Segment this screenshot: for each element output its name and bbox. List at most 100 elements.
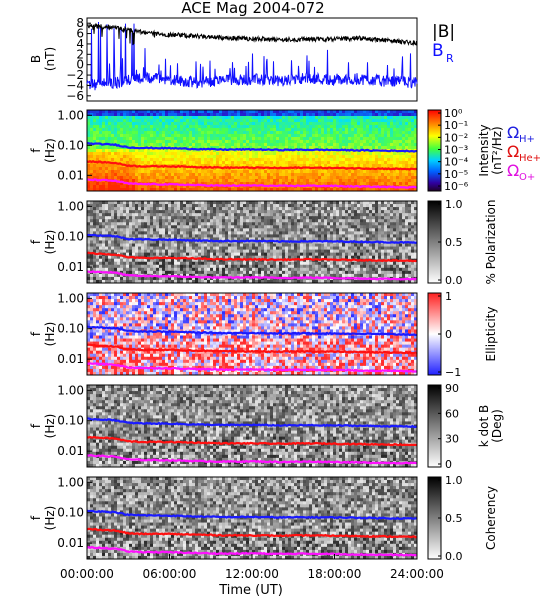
yunit: (Hz) xyxy=(43,138,57,163)
ytick-label: 0.01 xyxy=(57,168,84,182)
panel-intensity: 1.00 0.10 0.01 f (Hz) 10⁰10⁻¹10⁻²10⁻³10⁻⁴10⁻⁵… xyxy=(29,107,504,193)
colorbar-tick-label: 10⁻² xyxy=(444,131,468,144)
yunit: (Hz) xyxy=(43,506,57,531)
gyro-h-line xyxy=(87,142,417,153)
gyro-he-line xyxy=(87,160,417,171)
gyro-o-line xyxy=(87,270,417,281)
colorbar-tick-label: 10⁻¹ xyxy=(444,119,468,132)
colorbar-tick-label: 0.0 xyxy=(445,274,463,287)
colorbar-tick-label: 1.0 xyxy=(445,474,463,487)
colorbar-tick-label: 0 xyxy=(445,328,452,341)
gyro-o-line xyxy=(87,362,417,373)
gyro-h-line xyxy=(87,509,417,520)
panel-kdotb: 1.00 0.10 0.01 f (Hz) 90 60 30 0 k dot B (Deg) xyxy=(29,382,504,471)
ylabel: f xyxy=(29,423,43,428)
colorbar-unit: (nT²/Hz) xyxy=(490,126,504,174)
colorbar-tick-label: 10⁰ xyxy=(444,107,463,120)
colorbar-label: Coherency xyxy=(484,486,498,550)
colorbar-tick-label: 90 xyxy=(445,382,459,395)
b-ytick-label: 0 xyxy=(76,58,84,72)
gyro-he-line xyxy=(87,251,417,263)
yunit: (Hz) xyxy=(43,230,57,255)
legend-b-r-sub: R xyxy=(446,52,454,65)
colorbar-tick-label: 0 xyxy=(445,458,452,471)
legend-omega-o: Ω xyxy=(507,161,519,180)
legend-omega-h: Ω xyxy=(507,123,519,142)
colorbar-tick-label: 10⁻⁵ xyxy=(444,168,468,181)
colorbar-tick-label: 60 xyxy=(445,407,459,420)
gyro-he-line xyxy=(87,435,417,447)
ylabel: f xyxy=(29,331,43,336)
colorbar-bar xyxy=(427,109,442,192)
panel-frame xyxy=(86,200,418,284)
panel-frame xyxy=(86,292,418,376)
colorbar-label: % Polarization xyxy=(484,200,498,285)
gyro-o-line xyxy=(87,545,417,557)
b-ytick-label: 6 xyxy=(76,27,84,41)
panel-frame xyxy=(86,109,418,192)
b-ytick-label: −2 xyxy=(66,68,84,82)
xtick-label: 00:00:00 xyxy=(60,567,114,581)
colorbar-label: k dot B xyxy=(477,405,491,447)
colorbar-tick-label: 30 xyxy=(445,433,459,446)
xtick-label: 24:00:00 xyxy=(390,567,444,581)
gyro-he-line xyxy=(87,527,417,539)
legend-b: |B|B R xyxy=(432,22,455,65)
x-axis: 00:00:00 06:00:00 12:00:00 18:00:00 24:00:00 xyxy=(60,554,444,581)
panel-frame xyxy=(86,384,418,468)
colorbar-ellipticity: 1 0 −1 Ellipticity xyxy=(427,290,498,379)
xtick-label: 06:00:00 xyxy=(143,567,197,581)
b-ytick-label: 4 xyxy=(76,37,84,51)
gyro-he-line xyxy=(87,343,417,355)
ytick-label: 0.01 xyxy=(57,444,84,458)
x-axis-label: Time (UT) xyxy=(218,583,283,598)
spectrogram-intensity xyxy=(87,110,417,191)
ylabel: f xyxy=(29,148,43,153)
panel-polarization: 1.00 0.10 0.01 f (Hz) 1.0 0.5 0.0 % Polarization xyxy=(29,198,498,287)
ytick-label: 1.00 xyxy=(57,108,84,122)
b-ytick-label: 2 xyxy=(76,47,84,61)
colorbar-coherency: 1.0 0.5 0.0 Coherency xyxy=(427,474,498,563)
spectrogram-polarization xyxy=(87,201,417,283)
colorbar-tick-label: 10⁻⁴ xyxy=(444,156,469,169)
colorbar-tick-label: 1 xyxy=(445,290,452,303)
legend-gyro: Ω H+Ω He+Ω O+ xyxy=(507,123,541,183)
series-b-r xyxy=(86,21,418,91)
legend-omega-he: Ω xyxy=(507,142,519,161)
ytick-label: 0.01 xyxy=(57,536,84,550)
b-ytick-label: −6 xyxy=(66,89,84,103)
ylabel: f xyxy=(29,239,43,244)
gyro-o-line xyxy=(87,178,417,189)
colorbar-unit: (Deg) xyxy=(490,409,504,443)
ytick-label: 1.00 xyxy=(57,475,84,489)
ytick-label: 1.00 xyxy=(57,199,84,213)
yunit: (Hz) xyxy=(43,322,57,347)
colorbar-label: Intensity xyxy=(477,124,491,176)
colorbar-polarization: 1.0 0.5 0.0 % Polarization xyxy=(427,198,498,287)
legend-omega-h-sub: H+ xyxy=(519,134,535,145)
ytick-label: 1.00 xyxy=(57,291,84,305)
colorbar-tick-label: 10⁻⁶ xyxy=(444,180,469,193)
legend-omega-o-sub: O+ xyxy=(519,172,535,183)
spectrogram-ellipticity xyxy=(87,293,417,375)
gyro-o-line xyxy=(87,454,417,465)
gyro-h-line xyxy=(87,325,417,337)
gyro-h-line xyxy=(87,233,417,245)
colorbar-tick-label: 0.5 xyxy=(445,236,463,249)
colorbar-tick-label: 0.5 xyxy=(445,512,463,525)
ytick-label: 0.01 xyxy=(57,352,84,366)
ytick-label: 0.10 xyxy=(57,230,84,244)
yunit: (Hz) xyxy=(43,414,57,439)
ytick-label: 1.00 xyxy=(57,383,84,397)
colorbar-bar xyxy=(427,384,442,468)
figure-title: ACE Mag 2004-072 xyxy=(181,0,324,17)
panel-coherency: 1.00 0.10 0.01 f (Hz) 1.0 0.5 0.0 Coherency xyxy=(29,474,498,563)
b-ytick-label: 8 xyxy=(76,16,84,30)
series-b-mag xyxy=(86,22,418,47)
xtick-label: 18:00:00 xyxy=(308,567,362,581)
colorbar-tick-label: 0.0 xyxy=(445,550,463,563)
